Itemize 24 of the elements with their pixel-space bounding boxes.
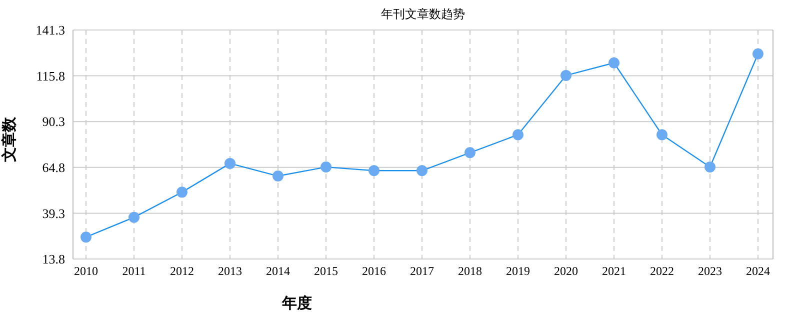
y-axis-title: 文章数 xyxy=(0,116,18,163)
x-tick-label: 2013 xyxy=(218,264,242,278)
y-tick-label: 39.3 xyxy=(42,206,65,221)
y-tick-label: 141.3 xyxy=(36,22,65,38)
x-tick-label: 2015 xyxy=(314,264,338,278)
x-tick-label: 2020 xyxy=(554,264,578,278)
x-tick-label: 2019 xyxy=(506,264,530,278)
x-tick-label: 2011 xyxy=(122,264,146,278)
x-tick-label: 2010 xyxy=(74,264,98,278)
x-axis-title: 年度 xyxy=(281,294,312,312)
x-tick-label: 2023 xyxy=(698,264,722,278)
x-tick-label: 2018 xyxy=(458,264,482,278)
y-tick-label: 64.8 xyxy=(42,160,65,175)
x-tick-label: 2024 xyxy=(746,264,770,278)
y-tick-label: 115.8 xyxy=(36,68,65,84)
y-tick-label: 13.8 xyxy=(42,252,65,267)
y-tick-label: 90.3 xyxy=(42,114,65,130)
chart-title: 年刊文章数趋势 xyxy=(381,7,465,21)
x-tick-label: 2016 xyxy=(362,264,386,278)
x-tick-label: 2022 xyxy=(650,264,674,278)
x-tick-label: 2017 xyxy=(410,264,434,278)
x-tick-label: 2014 xyxy=(266,264,290,278)
x-tick-label: 2012 xyxy=(170,264,194,278)
x-tick-label: 2021 xyxy=(602,264,626,278)
